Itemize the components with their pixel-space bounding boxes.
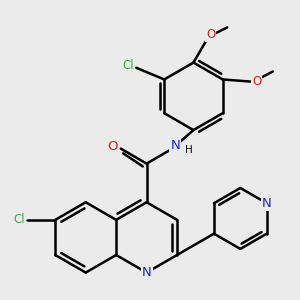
Text: O: O [107,140,118,153]
Text: N: N [142,266,152,279]
Text: N: N [170,139,180,152]
Text: N: N [262,197,272,210]
Text: Cl: Cl [13,213,25,226]
Text: Cl: Cl [122,59,134,72]
Text: O: O [252,75,262,88]
Text: H: H [185,145,193,154]
Text: O: O [206,28,215,41]
